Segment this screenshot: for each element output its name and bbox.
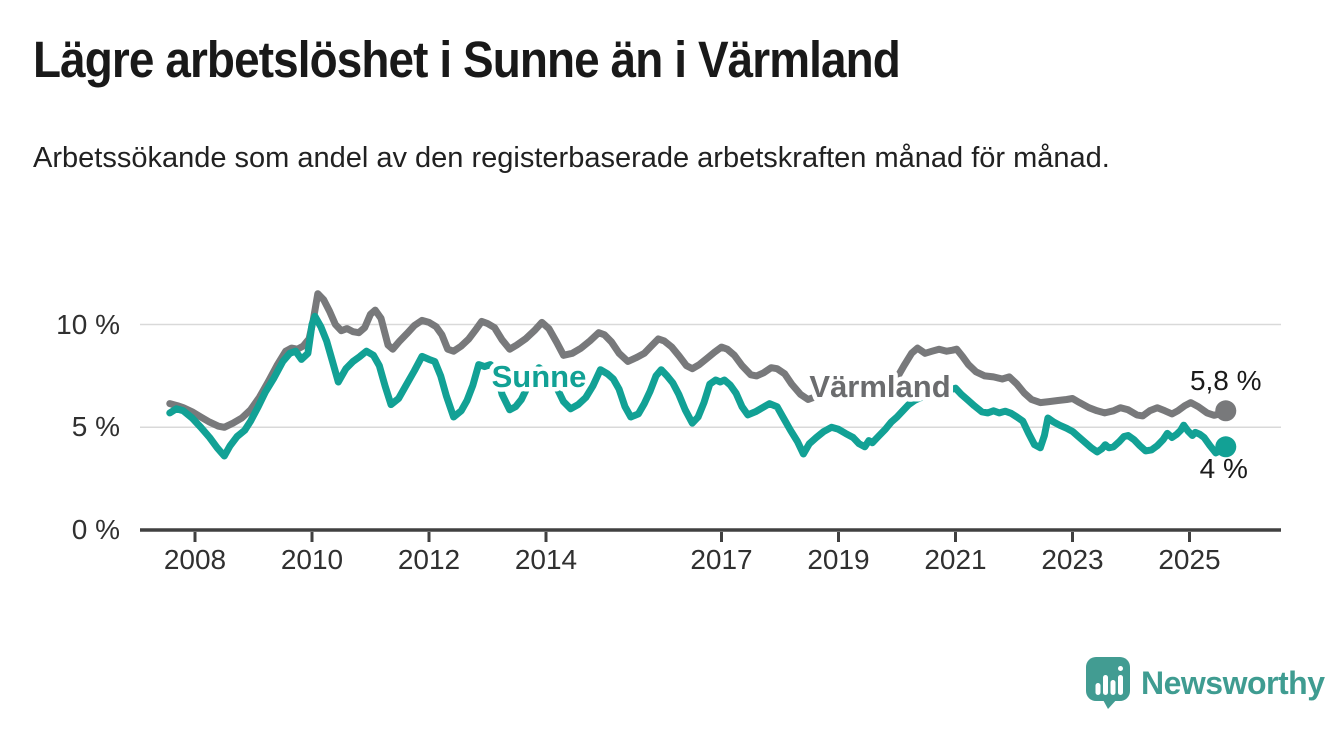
- series-label-sunne: Sunne: [492, 359, 587, 394]
- series-label-värmland: Värmland: [809, 369, 950, 404]
- end-value-label-värmland: 5,8 %: [1190, 365, 1262, 396]
- brand-name: Newsworthy: [1141, 664, 1325, 701]
- x-tick-label: 2014: [514, 544, 578, 575]
- newsworthy-logo-icon: [1086, 657, 1130, 709]
- y-tick-label: 5 %: [71, 411, 120, 443]
- x-tick-label: 2017: [690, 544, 753, 575]
- x-tick-label: 2025: [1158, 544, 1221, 575]
- x-tick-label: 2010: [280, 544, 344, 575]
- series-line-sunne: [166, 312, 1230, 460]
- x-tick-label: 2019: [807, 544, 870, 575]
- page-title: Lägre arbetslöshet i Sunne än i Värmland: [33, 31, 901, 88]
- series-line-värmland: [166, 290, 1230, 431]
- end-value-label-sunne: 4 %: [1200, 453, 1248, 484]
- x-tick-label: 2012: [397, 544, 461, 575]
- x-tick-label: 2021: [924, 544, 987, 575]
- series-end-dot-värmland: [1215, 400, 1237, 422]
- y-tick-label: 0 %: [71, 514, 120, 545]
- newsworthy-brand: Newsworthy: [1085, 656, 1325, 710]
- x-tick-label: 2008: [163, 544, 227, 575]
- series-end-dot-sunne: [1215, 436, 1237, 458]
- page-subtitle: Arbetssökande som andel av den registerb…: [33, 142, 1110, 174]
- x-tick-label: 2023: [1041, 544, 1104, 575]
- y-tick-label: 10 %: [56, 308, 120, 340]
